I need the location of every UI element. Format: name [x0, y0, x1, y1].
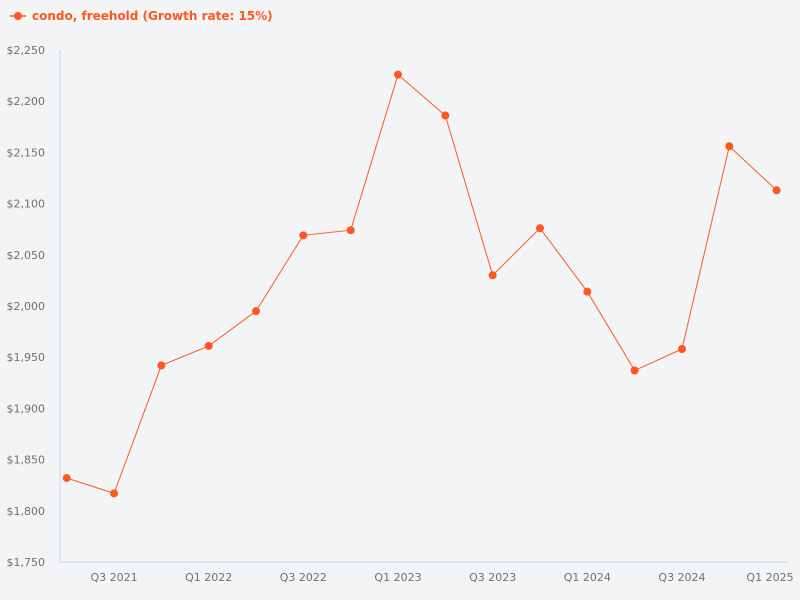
data-point-marker[interactable]: [346, 226, 355, 235]
y-tick-label: $2,100: [7, 198, 46, 211]
y-tick-label: $1,750: [7, 556, 46, 569]
data-point-marker[interactable]: [677, 345, 686, 354]
y-tick-label: $2,050: [7, 249, 46, 262]
y-axis: $1,750 $1,800 $1,850 $1,900 $1,950 $2,000 $2,0…: [7, 44, 61, 569]
y-tick-label: $1,900: [7, 402, 46, 415]
y-tick-label: $1,800: [7, 505, 46, 518]
y-tick-label: $2,200: [7, 95, 46, 108]
data-point-marker[interactable]: [157, 361, 166, 370]
y-tick-label: $2,000: [7, 300, 46, 313]
x-tick-label: Q1 2024: [564, 571, 611, 584]
plot-area: [62, 70, 781, 498]
x-tick-label: Q3 2021: [90, 571, 137, 584]
data-point-marker[interactable]: [583, 287, 592, 296]
data-point-marker[interactable]: [488, 271, 497, 280]
line-marker-icon: [10, 12, 26, 20]
data-point-marker[interactable]: [252, 307, 261, 316]
x-tick-label: Q3 2022: [280, 571, 327, 584]
legend-item[interactable]: condo, freehold (Growth rate: 15%): [10, 9, 273, 23]
y-tick-label: $1,850: [7, 454, 46, 467]
x-tick-label: Q1 2022: [185, 571, 232, 584]
x-tick-label: Q3 2023: [469, 571, 516, 584]
data-point-marker[interactable]: [630, 366, 639, 375]
data-point-marker[interactable]: [299, 231, 308, 240]
data-point-marker[interactable]: [772, 186, 781, 195]
y-tick-label: $2,250: [7, 44, 46, 57]
data-point-marker[interactable]: [204, 341, 213, 350]
x-axis: Q3 2021 Q1 2022 Q3 2022 Q1 2023 Q3 2023 Q1 20…: [60, 561, 794, 584]
data-point-marker[interactable]: [62, 474, 71, 483]
x-tick-label: Q1 2023: [374, 571, 421, 584]
data-point-marker[interactable]: [536, 224, 544, 233]
y-tick-label: $1,950: [7, 351, 46, 364]
x-tick-label: Q3 2024: [658, 571, 705, 584]
data-point-marker[interactable]: [441, 111, 450, 120]
data-point-marker[interactable]: [110, 489, 119, 498]
legend-label: condo, freehold (Growth rate: 15%): [32, 9, 273, 23]
x-tick-label: Q1 2025: [746, 571, 793, 584]
data-point-marker[interactable]: [394, 70, 403, 79]
data-point-marker[interactable]: [725, 142, 734, 151]
series-line: [66, 73, 777, 495]
y-tick-label: $2,150: [7, 146, 46, 159]
